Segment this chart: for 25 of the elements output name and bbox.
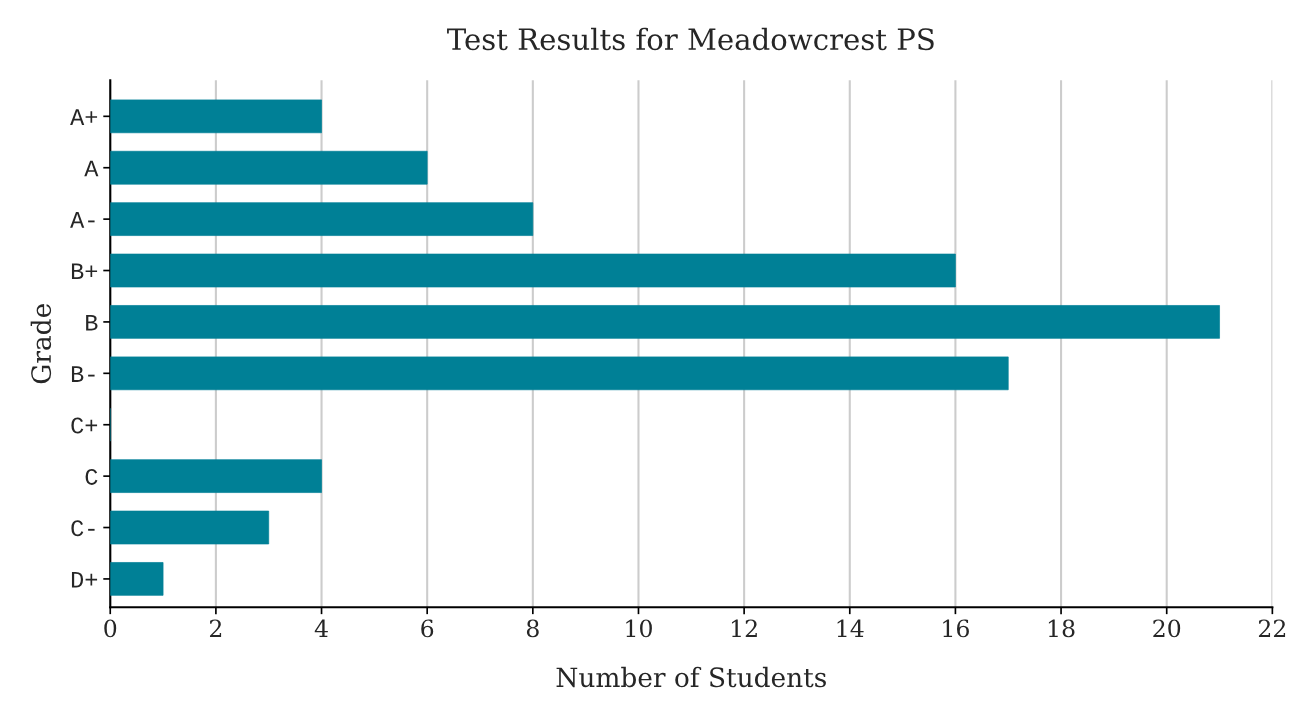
x-tick-label: 2 <box>209 619 222 637</box>
chart-title: Test Results for Meadowcrest PS <box>447 27 934 51</box>
x-tick-label: 0 <box>104 619 117 638</box>
x-tick-label: 4 <box>314 619 328 637</box>
y-tick-label: A- <box>70 212 95 228</box>
y-tick-label: C <box>85 468 98 485</box>
x-tick-label: 12 <box>731 619 757 637</box>
y-axis-title: Grade <box>30 304 52 384</box>
x-axis-title: Number of Students <box>556 666 826 688</box>
x-tick-label: 18 <box>1048 619 1075 638</box>
x-tick-label: 20 <box>1153 619 1181 638</box>
y-tick-label: B- <box>71 366 95 382</box>
y-tick-label: D+ <box>71 571 98 588</box>
y-tick-label: C- <box>71 520 95 537</box>
x-tick-label: 8 <box>526 619 539 638</box>
x-tick-label: 22 <box>1258 619 1286 637</box>
x-tick-label: 14 <box>837 619 864 637</box>
y-tick-label: B+ <box>71 263 98 280</box>
y-tick-label: A <box>84 160 99 177</box>
y-tick-label: B <box>86 314 98 331</box>
y-tick-label: A+ <box>70 109 98 125</box>
x-tick-label: 6 <box>421 619 434 638</box>
x-tick-label: 16 <box>943 619 969 638</box>
y-tick-label: C+ <box>71 417 98 434</box>
x-tick-label: 10 <box>626 619 652 638</box>
